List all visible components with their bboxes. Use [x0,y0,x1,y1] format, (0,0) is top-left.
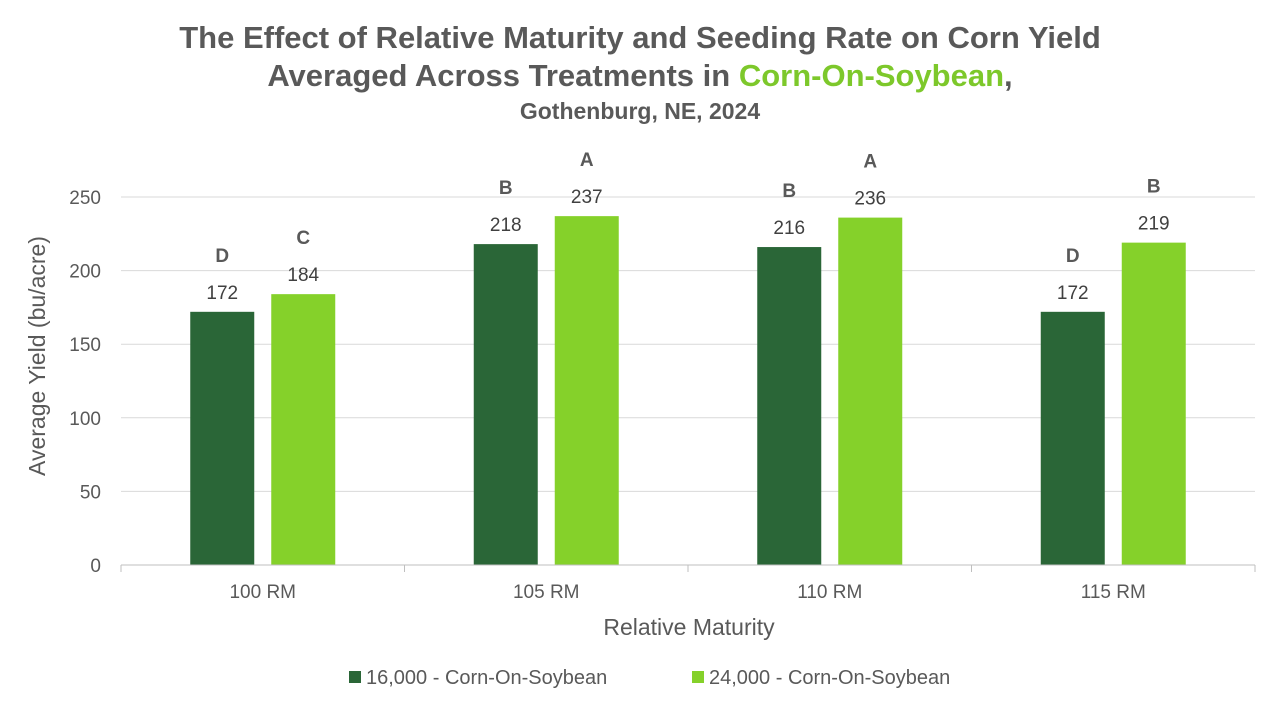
legend-swatch [692,671,704,683]
title-suffix: , [1004,58,1013,93]
y-tick-label: 100 [69,409,101,430]
chart-title-line2: Averaged Across Treatments in Corn-On-So… [0,58,1280,94]
bar[interactable] [190,311,255,565]
significance-letter: A [863,152,877,173]
bar[interactable] [554,216,619,566]
bar[interactable] [838,217,903,565]
x-tick-label: 110 RM [797,582,862,603]
bar[interactable] [271,294,336,565]
value-label: 218 [490,215,522,236]
x-tick-label: 115 RM [1081,582,1146,603]
bar[interactable] [1121,242,1186,565]
y-tick-label: 250 [69,188,101,209]
axis-layer: 0 50 100 150 200 250 100 RM 105 RM 110 RM 115 RM [69,188,1256,603]
chart-subtitle: Gothenburg, NE, 2024 [519,98,761,124]
legend-label: 16,000 - Corn-On-Soybean [366,667,607,689]
x-tick-label: 105 RM [513,582,580,603]
value-label: 172 [1057,283,1089,304]
label-layer: 172 D 184 C 218 B 237 A 216 B 236 A 172 D 219 B [206,150,1169,304]
significance-letter: B [782,181,796,202]
bar[interactable] [473,244,538,565]
significance-letter: B [1147,177,1161,198]
x-tick-label: 100 RM [229,582,296,603]
value-label: 219 [1138,214,1170,235]
significance-letter: B [499,178,513,199]
value-label: 216 [773,218,805,239]
legend-swatch [349,671,361,683]
x-axis-title: Relative Maturity [603,614,775,640]
significance-letter: D [1066,246,1080,267]
significance-letter: A [580,150,594,171]
legend-label: 24,000 - Corn-On-Soybean [709,667,950,689]
y-tick-label: 50 [80,482,101,503]
significance-letter: C [296,228,310,249]
y-tick-label: 0 [90,556,101,577]
bar[interactable] [757,247,822,565]
value-label: 172 [206,283,238,304]
significance-letter: D [215,246,229,267]
bar[interactable] [1040,311,1105,565]
legend: 16,000 - Corn-On-Soybean 24,000 - Corn-On… [349,667,950,689]
value-label: 184 [287,265,319,286]
bar-layer [190,216,1186,566]
y-axis-title: Average Yield (bu/acre) [24,236,50,476]
value-label: 237 [571,187,603,208]
value-label: 236 [854,189,886,210]
title-highlight: Corn-On-Soybean [738,58,1005,93]
chart-title-line1: The Effect of Relative Maturity and Seed… [179,20,1101,55]
y-tick-label: 200 [69,262,101,283]
y-tick-label: 150 [69,335,101,356]
title-prefix: Averaged Across Treatments in [267,58,739,93]
